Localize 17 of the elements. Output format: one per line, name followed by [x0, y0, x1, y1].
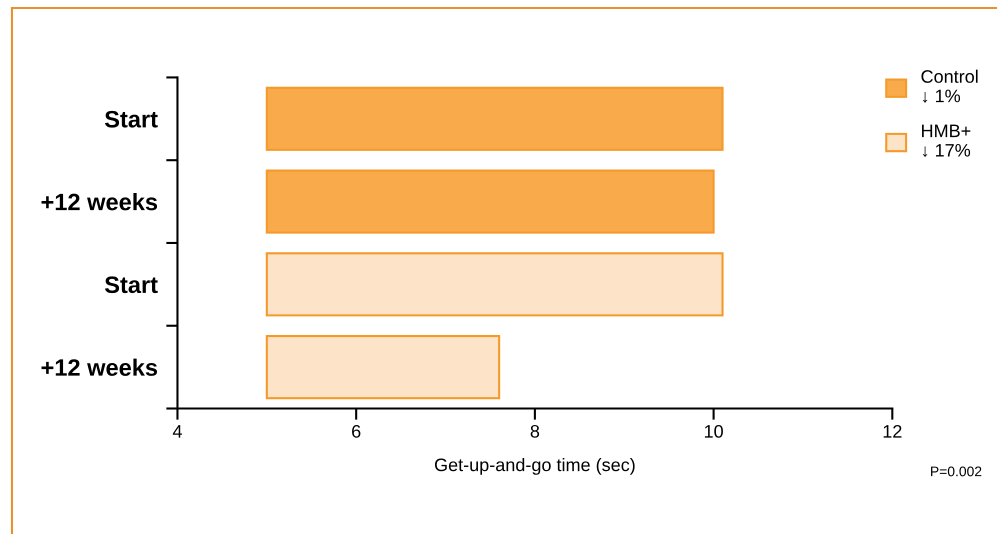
y-tick-label: Start	[104, 110, 158, 128]
y-tick-label: Start	[104, 276, 158, 294]
x-tick-label: 6	[352, 424, 360, 438]
x-tick-label: 4	[172, 425, 182, 438]
bar	[266, 86, 724, 151]
bar	[266, 335, 500, 400]
bar	[266, 170, 715, 234]
x-tick-label: 8	[530, 424, 540, 438]
x-axis-title: Get-up-and-go time (sec)	[434, 458, 635, 475]
legend-label: HMB+ ↓ 17%	[922, 124, 970, 158]
bar	[266, 252, 724, 316]
y-tick-label: +12 weeks	[42, 358, 158, 376]
y-tick-label: +12 weeks	[42, 193, 158, 210]
text: P=0.002	[931, 466, 982, 476]
x-tick-label: 10	[704, 424, 723, 438]
legend-label: Control ↓ 1%	[921, 70, 978, 103]
x-tick-label: 12	[884, 424, 902, 438]
